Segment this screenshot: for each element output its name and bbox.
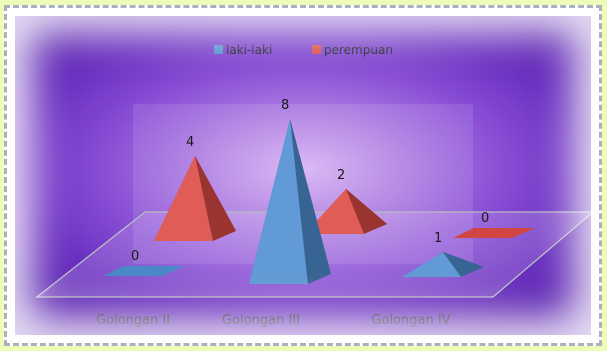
legend-label-perempuan: perempuan: [324, 43, 393, 57]
value-label: 1: [434, 231, 442, 246]
legend: laki-laki perempuan: [214, 43, 393, 57]
pyramid-front-face: [249, 119, 308, 284]
category-label: Golongan IV: [371, 313, 450, 328]
category-label: Golongan II: [96, 313, 170, 328]
pyramid-perempuan-2: [453, 228, 535, 238]
pyramid-front-face: [402, 252, 461, 277]
legend-swatch-perempuan: [312, 45, 321, 54]
pyramid-laki-laki-2: [402, 252, 484, 277]
pyramid-right-face: [443, 252, 484, 277]
pyramid-front-face: [154, 156, 213, 241]
value-label: 4: [186, 135, 194, 150]
pyramid-laki-laki-0: [103, 266, 185, 276]
pyramid-front-face: [305, 189, 364, 234]
pyramid-right-face: [290, 119, 331, 284]
chart-category-labels: Golongan II Golongan III Golongan IV: [96, 313, 451, 328]
value-label: 8: [281, 98, 289, 113]
value-label: 2: [337, 168, 345, 183]
legend-label-laki-laki: laki-laki: [226, 43, 272, 57]
pyramid-laki-laki-1: [249, 119, 331, 284]
category-label: Golongan III: [222, 313, 300, 328]
pyramid-right-face: [346, 189, 387, 234]
value-label: 0: [481, 211, 489, 226]
pyramid-right-face: [195, 156, 236, 241]
chart-marks: [103, 119, 535, 284]
pyramid-base-flat: [453, 228, 535, 238]
value-label: 0: [131, 249, 139, 264]
pyramid-perempuan-0: [154, 156, 236, 241]
chart-value-labels: 4 2 0 0 8 1: [131, 98, 489, 264]
pyramid-base-flat: [103, 266, 185, 276]
legend-swatch-laki-laki: [214, 45, 223, 54]
